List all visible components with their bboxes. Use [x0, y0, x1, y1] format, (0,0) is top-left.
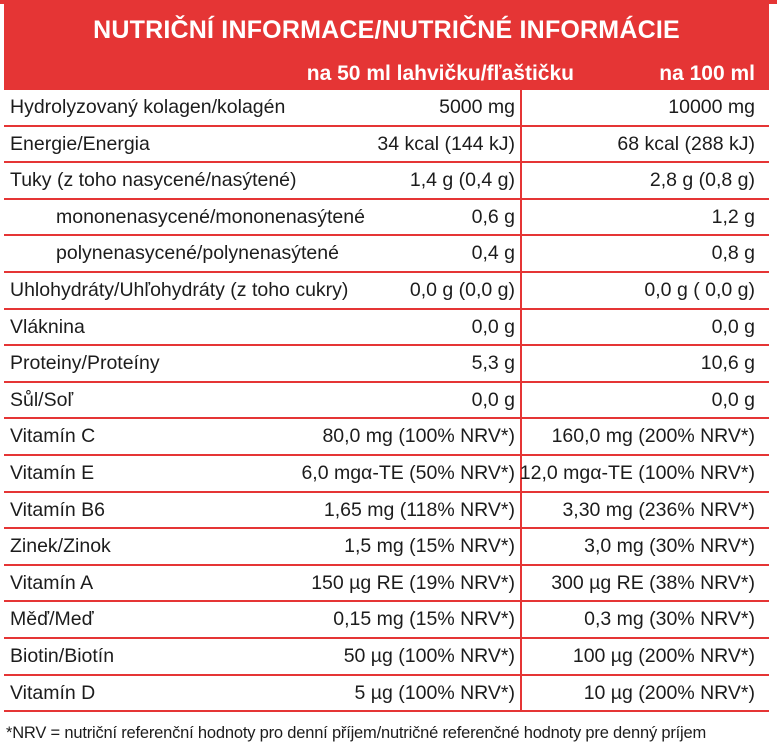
value-per-100ml: 68 kcal (288 kJ) — [617, 132, 755, 155]
footnote: *NRV = nutriční referenční hodnoty pro d… — [6, 724, 707, 742]
nutrient-label: Proteiny/Proteíny — [10, 352, 160, 375]
table-row: Měď/Meď 0,15 mg (15% NRV*) 0,3 mg (30% NRV… — [4, 602, 769, 639]
table-row: mononenasycené/mononenasýtené 0,6 g 1,2 g — [4, 200, 769, 237]
value-per-bottle: 0,4 g — [471, 242, 515, 265]
value-per-bottle: 0,15 mg (15% NRV*) — [333, 608, 515, 631]
nutrient-label: polynenasycené/polynenasýtené — [56, 242, 339, 265]
table-row: Tuky (z toho nasycené/nasýtené) 1,4 g (0,… — [4, 163, 769, 200]
table-row: Vitamín D 5 µg (100% NRV*) 10 µg (200% NRV… — [4, 676, 769, 713]
nutrient-label: Energie/Energia — [10, 132, 150, 155]
value-per-bottle: 150 µg RE (19% NRV*) — [311, 571, 515, 594]
value-per-bottle: 0,0 g — [471, 388, 515, 411]
nutrient-label: Biotin/Biotín — [10, 644, 115, 667]
nutrient-label: Uhlohydráty/Uhľohydráty (z toho cukry) — [10, 278, 349, 301]
table-row: Vitamín C 80,0 mg (100% NRV*) 160,0 mg (20… — [4, 419, 769, 456]
nutrient-label: Hydrolyzovaný kolagen/kolagén — [10, 96, 286, 118]
value-per-bottle: 1,5 mg (15% NRV*) — [344, 535, 515, 558]
nutrient-label: Vitamín A — [10, 571, 94, 594]
table-row: Biotin/Biotín 50 µg (100% NRV*) 100 µg (20… — [4, 639, 769, 676]
value-per-100ml: 1,2 g — [711, 205, 755, 228]
column-header-per-100ml: na 100 ml — [659, 62, 755, 85]
value-per-bottle: 5000 mg — [439, 96, 515, 118]
value-per-100ml: 160,0 mg (200% NRV*) — [551, 425, 755, 448]
column-header-per-bottle: na 50 ml lahvičku/fľaštičku — [306, 62, 574, 85]
value-per-bottle: 50 µg (100% NRV*) — [343, 644, 515, 667]
value-per-100ml: 12,0 mgα-TE (100% NRV*) — [519, 461, 755, 484]
table-row: Hydrolyzovaný kolagen/kolagén 5000 mg 1000… — [4, 90, 769, 127]
value-per-100ml: 10,6 g — [700, 352, 755, 375]
value-per-100ml: 0,0 g ( 0,0 g) — [644, 278, 755, 301]
value-per-100ml: 0,8 g — [711, 242, 755, 265]
table-body: Hydrolyzovaný kolagen/kolagén 5000 mg 1000… — [4, 90, 769, 713]
nutrient-label: Tuky (z toho nasycené/nasýtené) — [10, 169, 297, 192]
value-per-bottle: 1,65 mg (118% NRV*) — [323, 498, 515, 521]
value-per-100ml: 300 µg RE (38% NRV*) — [551, 571, 755, 594]
value-per-bottle: 80,0 mg (100% NRV*) — [322, 425, 515, 448]
value-per-bottle: 5 µg (100% NRV*) — [354, 681, 515, 704]
table-row: polynenasycené/polynenasýtené 0,4 g 0,8 g — [4, 236, 769, 273]
value-per-100ml: 10 µg (200% NRV*) — [583, 681, 755, 704]
value-per-bottle: 34 kcal (144 kJ) — [377, 132, 515, 155]
table-row: Vitamín E 6,0 mgα-TE (50% NRV*) 12,0 mgα-T… — [4, 456, 769, 493]
table-row: Energie/Energia 34 kcal (144 kJ) 68 kcal (… — [4, 127, 769, 164]
value-per-100ml: 0,3 mg (30% NRV*) — [584, 608, 755, 631]
table-header: NUTRIČNÍ INFORMACE/NUTRIČNÉ INFORMÁCIE n… — [4, 4, 769, 90]
value-per-bottle: 0,0 g (0,0 g) — [409, 278, 515, 301]
value-per-bottle: 0,6 g — [471, 205, 515, 228]
table-row: Sůl/Soľ 0,0 g 0,0 g — [4, 383, 769, 420]
table-row: Zinek/Zinok 1,5 mg (15% NRV*) 3,0 mg (30% … — [4, 529, 769, 566]
value-per-bottle: 1,4 g (0,4 g) — [409, 169, 515, 192]
value-per-100ml: 0,0 g — [711, 315, 755, 338]
value-per-bottle: 5,3 g — [471, 352, 515, 375]
nutrient-label: Zinek/Zinok — [10, 535, 111, 558]
table-row: Vitamín A 150 µg RE (19% NRV*) 300 µg RE (… — [4, 566, 769, 603]
nutrient-label: Sůl/Soľ — [10, 388, 74, 411]
value-per-100ml: 2,8 g (0,8 g) — [649, 169, 755, 192]
value-per-bottle: 0,0 g — [471, 315, 515, 338]
column-divider — [520, 90, 522, 712]
table-row: Uhlohydráty/Uhľohydráty (z toho cukry) 0,… — [4, 273, 769, 310]
nutrient-label: Měď/Meď — [10, 608, 94, 631]
value-per-100ml: 100 µg (200% NRV*) — [572, 644, 755, 667]
nutrient-label: Vitamín C — [10, 425, 96, 448]
value-per-bottle: 6,0 mgα-TE (50% NRV*) — [301, 461, 515, 484]
nutrient-label: mononenasycené/mononenasýtené — [56, 205, 365, 228]
table-title: NUTRIČNÍ INFORMACE/NUTRIČNÉ INFORMÁCIE — [93, 16, 680, 44]
nutrient-label: Vitamín D — [10, 681, 96, 704]
nutrient-label: Vitamín E — [10, 461, 95, 484]
value-per-100ml: 0,0 g — [711, 388, 755, 411]
top-accent-bar — [0, 0, 777, 4]
nutrient-label: Vláknina — [10, 315, 85, 338]
value-per-100ml: 10000 mg — [668, 96, 755, 118]
table-row: Proteiny/Proteíny 5,3 g 10,6 g — [4, 346, 769, 383]
nutrient-label: Vitamín B6 — [10, 498, 106, 521]
value-per-100ml: 3,30 mg (236% NRV*) — [562, 498, 755, 521]
table-row: Vitamín B6 1,65 mg (118% NRV*) 3,30 mg (23… — [4, 493, 769, 530]
value-per-100ml: 3,0 mg (30% NRV*) — [584, 535, 755, 558]
table-row: Vláknina 0,0 g 0,0 g — [4, 310, 769, 347]
